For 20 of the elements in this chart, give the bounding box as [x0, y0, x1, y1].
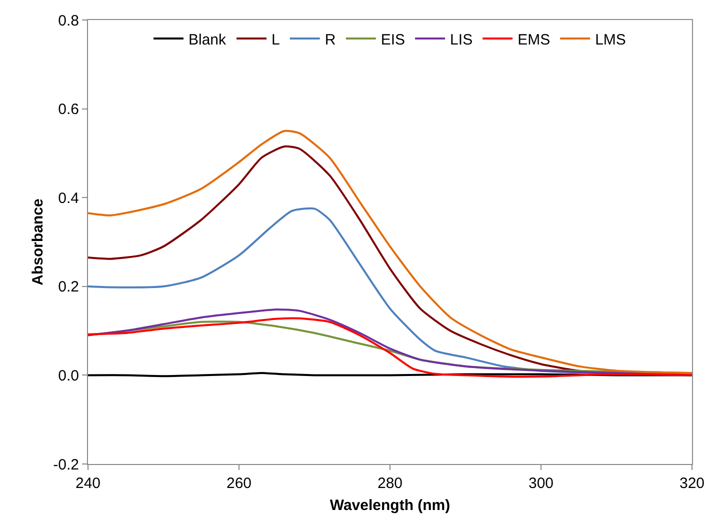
- x-axis-title: Wavelength (nm): [330, 497, 450, 514]
- x-tick-label: 240: [75, 475, 101, 492]
- x-tick-label: 300: [528, 475, 554, 492]
- x-tick-label: 320: [679, 475, 705, 492]
- legend-label: L: [272, 31, 280, 48]
- legend-label: Blank: [188, 31, 227, 48]
- legend-label: EMS: [518, 31, 550, 48]
- y-tick-label: 0.2: [58, 278, 79, 296]
- legend-label: LMS: [595, 31, 626, 48]
- y-tick-label: 0.0: [58, 367, 79, 384]
- legend-label: LIS: [450, 31, 473, 48]
- y-axis-title: Absorbance: [29, 198, 46, 286]
- legend-label: EIS: [380, 31, 406, 48]
- x-tick-label: 260: [226, 475, 252, 492]
- y-tick-label: -0.2: [53, 456, 79, 474]
- y-tick-label: 0.8: [58, 12, 79, 30]
- y-tick-label: 0.4: [58, 190, 79, 207]
- x-tick-label: 280: [377, 475, 403, 492]
- legend-label: R: [324, 31, 336, 48]
- y-tick-label: 0.6: [58, 101, 79, 118]
